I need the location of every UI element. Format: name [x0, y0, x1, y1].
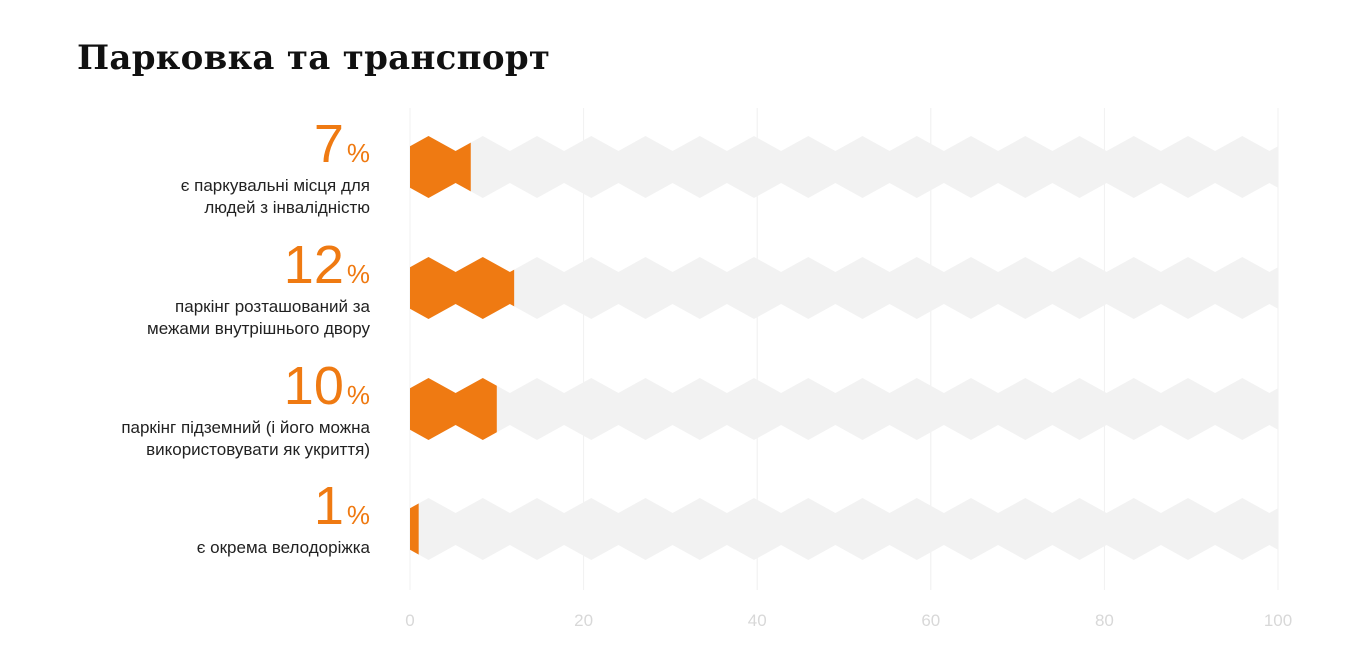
value-number: 10 — [283, 356, 344, 416]
value-unit: % — [346, 500, 370, 530]
value-label: 7% — [10, 117, 370, 171]
bar-value — [410, 257, 515, 319]
bar-track — [410, 498, 1278, 560]
category-label-line: паркінг розташований за — [175, 297, 370, 316]
category-label: паркінг розташований за межами внутрішньо… — [10, 296, 370, 340]
value-label: 12% — [10, 238, 370, 292]
bar-track — [410, 136, 1278, 198]
category-label-line: межами внутрішнього двору — [147, 319, 370, 338]
row-label: 10% паркінг підземний (і його можна викори… — [10, 359, 370, 461]
x-tick-label: 20 — [574, 611, 593, 630]
category-label-line: є окрема велодоріжка — [196, 538, 370, 557]
bar-track — [410, 378, 1278, 440]
value-label: 1% — [10, 479, 370, 533]
chart-title: Парковка та транспорт — [77, 38, 551, 78]
x-tick-label: 60 — [921, 611, 940, 630]
category-label-line: людей з інвалідністю — [204, 198, 370, 217]
x-tick-label: 100 — [1264, 611, 1292, 630]
bar-value — [410, 136, 471, 198]
bar-track — [410, 257, 1278, 319]
value-number: 12 — [283, 235, 344, 295]
category-label-line: використовувати як укриття) — [146, 440, 370, 459]
value-label: 10% — [10, 359, 370, 413]
category-label: є окрема велодоріжка — [10, 537, 370, 559]
value-number: 7 — [313, 114, 344, 174]
value-unit: % — [346, 380, 370, 410]
x-tick-label: 0 — [405, 611, 414, 630]
x-tick-label: 40 — [748, 611, 767, 630]
bar-value — [410, 503, 419, 555]
category-label-line: є паркувальні місця для — [180, 176, 370, 195]
bar-value — [410, 378, 497, 440]
category-label-line: паркінг підземний (і його можна — [121, 418, 370, 437]
value-unit: % — [346, 259, 370, 289]
category-label: паркінг підземний (і його можна використо… — [10, 417, 370, 461]
row-label: 7% є паркувальні місця для людей з інвалід… — [10, 117, 370, 219]
value-unit: % — [346, 138, 370, 168]
row-label: 12% паркінг розташований за межами внутріш… — [10, 238, 370, 340]
row-label: 1% є окрема велодоріжка — [10, 479, 370, 559]
x-tick-label: 80 — [1095, 611, 1114, 630]
value-number: 1 — [313, 476, 344, 536]
category-label: є паркувальні місця для людей з інвалідні… — [10, 175, 370, 219]
